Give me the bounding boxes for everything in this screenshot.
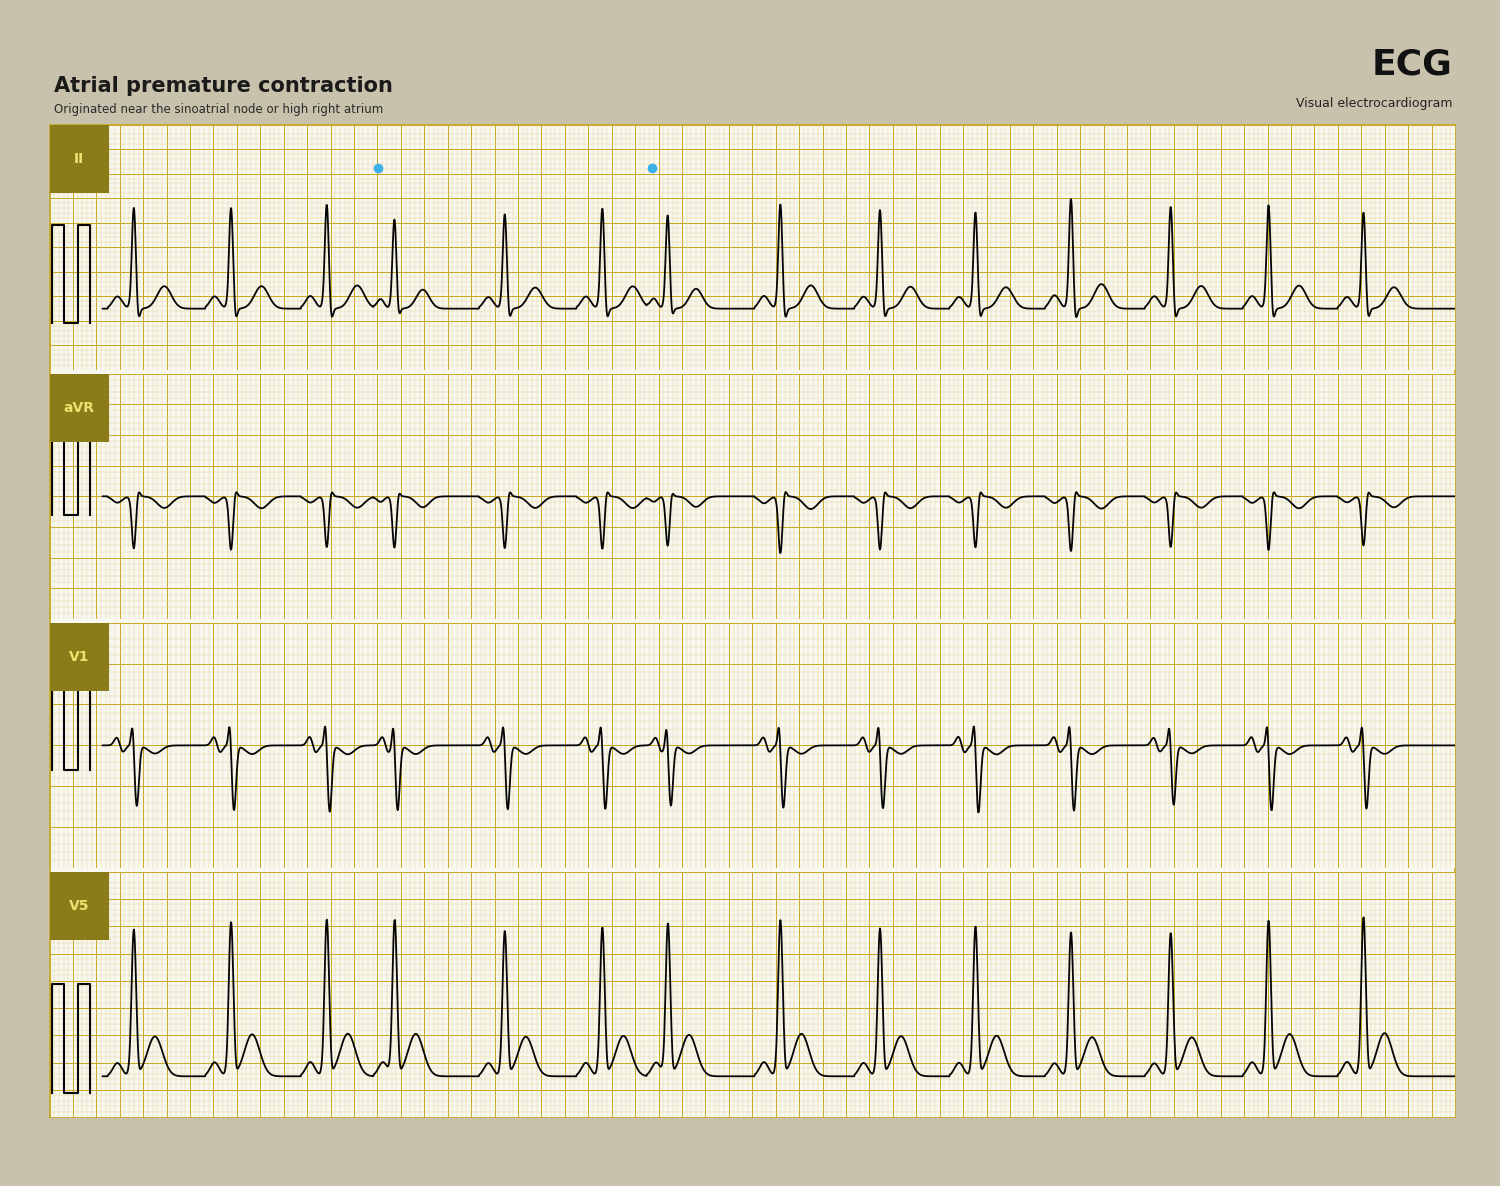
Bar xyxy=(50,623,108,691)
Text: Visual electrocardiogram: Visual electrocardiogram xyxy=(1296,97,1452,110)
Bar xyxy=(50,125,108,193)
Text: Atrial premature contraction: Atrial premature contraction xyxy=(54,76,393,96)
Text: V1: V1 xyxy=(69,650,90,664)
Text: Originated near the sinoatrial node or high right atrium: Originated near the sinoatrial node or h… xyxy=(54,103,384,116)
Text: V5: V5 xyxy=(69,899,90,913)
Bar xyxy=(50,374,108,442)
Text: ECG: ECG xyxy=(1371,47,1452,82)
Text: aVR: aVR xyxy=(63,401,94,415)
Text: II: II xyxy=(74,152,84,166)
Bar xyxy=(50,872,108,940)
